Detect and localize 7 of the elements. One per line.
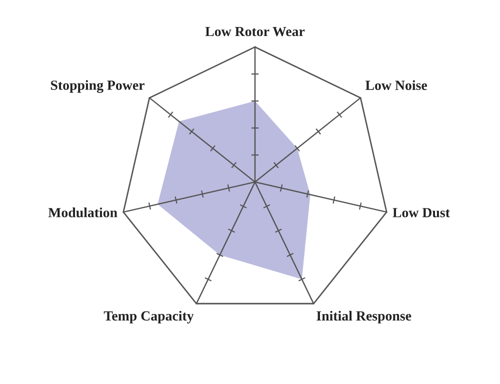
spoke-label: Low Dust bbox=[392, 208, 450, 218]
spoke-label: Modulation bbox=[48, 208, 118, 218]
spoke-label: Initial Response bbox=[316, 310, 412, 324]
spoke-label: Low Rotor Wear bbox=[205, 26, 305, 36]
spoke-label: Low Noise bbox=[365, 80, 427, 90]
spoke-label: Temp Capacity bbox=[104, 310, 194, 324]
spoke-label: Stopping Power bbox=[50, 80, 144, 93]
